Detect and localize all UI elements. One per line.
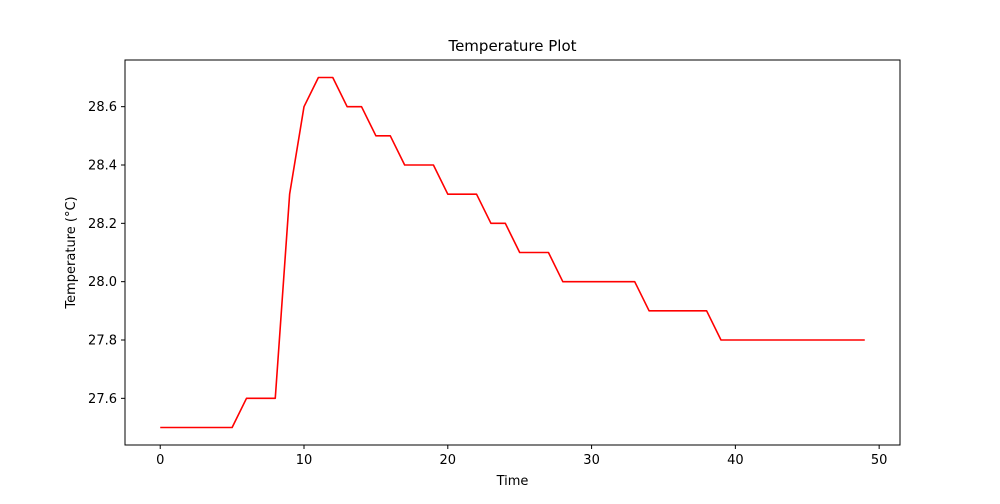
plot-area: 0 10 20 30 40 50 27.6 27.8 28.0 28.2 28.4 28.6 xyxy=(88,59,901,468)
chart-title: Temperature Plot xyxy=(447,37,576,55)
x-tick-label-10: 10 xyxy=(296,453,313,468)
y-tick-label-28-4: 28.4 xyxy=(88,159,117,174)
y-tick-label-28-2: 28.2 xyxy=(88,217,117,232)
y-axis-label: Temperature (°C) xyxy=(64,196,79,309)
x-tick-label-0: 0 xyxy=(156,453,164,468)
axes-frame xyxy=(124,59,901,446)
x-tick-label-20: 20 xyxy=(440,453,457,468)
y-tick-label-27-8: 27.8 xyxy=(88,334,117,349)
x-tick-label-50: 50 xyxy=(871,453,888,468)
x-tick-label-30: 30 xyxy=(583,453,600,468)
y-tick-label-27-6: 27.6 xyxy=(88,392,117,407)
x-axis-label: Time xyxy=(496,474,529,489)
y-tick-label-28: 28.0 xyxy=(88,275,117,290)
x-tick-label-40: 40 xyxy=(727,453,744,468)
temperature-series-line xyxy=(160,76,865,429)
y-tick-label-28-6: 28.6 xyxy=(88,100,117,115)
